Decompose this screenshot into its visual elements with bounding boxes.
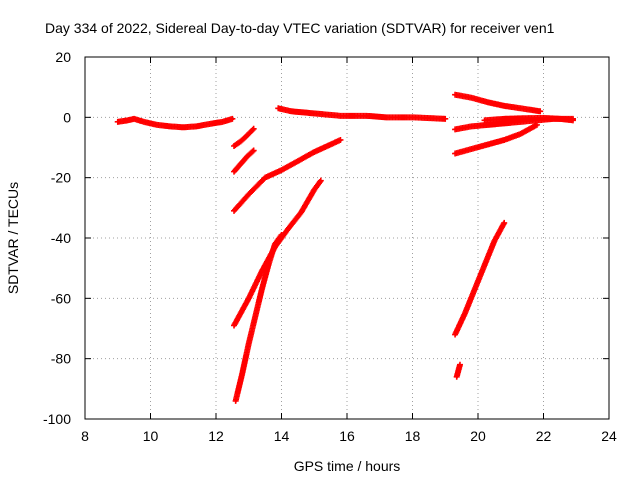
y-tick-label: 20 [55,49,71,65]
data-point [569,117,576,124]
y-tick-label: -80 [51,351,71,367]
data-point [456,361,463,368]
data-point [249,148,256,155]
x-axis-label: GPS time / hours [294,458,401,474]
x-tick-label: 8 [81,428,89,444]
series-seg-e [232,231,285,404]
y-tick-label: -60 [51,290,71,306]
data-point [278,231,285,238]
data-point [229,115,236,122]
series-seg-c [231,136,344,214]
y-tick-label: 0 [63,109,71,125]
series-seg-f [452,91,544,115]
axis-ticks: 8 10 12 14 16 18 20 22 24 -100 -80 -60 -40 -20 0 20 [43,49,617,444]
y-tick-label: -40 [51,230,71,246]
series-seg-midday [275,105,449,122]
y-axis-label: SDTVAR / TECUs [5,182,21,294]
data-point [249,126,256,133]
data-point [533,121,540,128]
data-point [317,177,324,184]
x-tick-label: 24 [601,428,617,444]
x-tick-label: 22 [536,428,552,444]
data-point [250,125,257,132]
x-tick-label: 14 [274,428,290,444]
data-point [501,219,508,226]
chart-title: Day 334 of 2022, Sidereal Day-to-day VTE… [45,20,555,36]
y-tick-label: -20 [51,170,71,186]
series-seg-i [452,121,540,157]
x-tick-label: 20 [470,428,486,444]
data-markers [114,91,576,404]
data-point [442,115,449,122]
y-tick-label: -100 [43,411,71,427]
data-point [337,136,344,143]
series-seg-b [231,147,257,175]
series-seg-j [452,219,508,338]
series-seg-h [481,114,576,124]
x-tick-label: 12 [208,428,224,444]
data-point [250,147,257,154]
series-seg-a [231,125,257,149]
x-tick-label: 16 [339,428,355,444]
series-seg-k [453,361,463,380]
x-tick-label: 18 [405,428,421,444]
data-point [537,108,544,115]
x-tick-label: 10 [143,428,159,444]
series-seg-morning [114,115,236,131]
